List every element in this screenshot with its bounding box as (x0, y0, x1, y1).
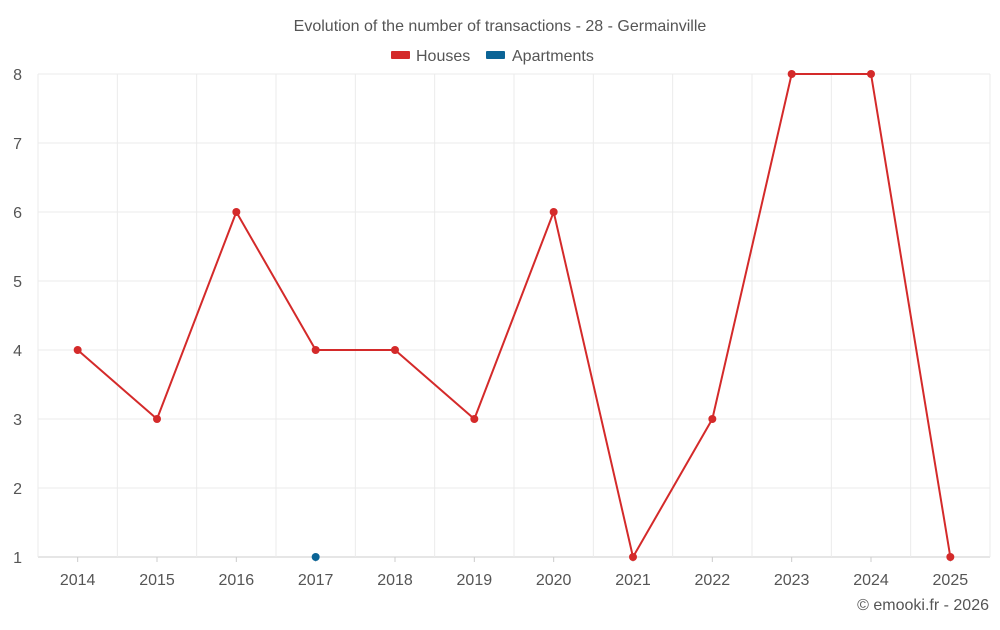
x-tick-label: 2015 (139, 572, 175, 589)
x-tick-label: 2025 (933, 572, 969, 589)
x-tick-label: 2017 (298, 572, 334, 589)
legend-label-apartments: Apartments (512, 48, 594, 65)
series (73, 70, 955, 561)
x-tick-label: 2022 (695, 572, 731, 589)
y-axis: 1 2 3 4 5 6 7 8 (13, 67, 22, 567)
legend-swatch-apartments (486, 51, 505, 59)
data-point-houses[interactable] (391, 346, 399, 354)
x-tick-label: 2020 (536, 572, 572, 589)
data-point-houses[interactable] (946, 553, 955, 561)
legend-swatch-houses (391, 51, 410, 59)
data-point-houses[interactable] (629, 553, 637, 561)
x-tick-label: 2016 (219, 572, 255, 589)
y-tick-label: 2 (13, 481, 22, 498)
legend-item-houses[interactable]: Houses (391, 48, 470, 65)
data-point-apartments[interactable] (311, 553, 320, 561)
y-tick-label: 1 (13, 550, 22, 567)
x-tick-label: 2023 (774, 572, 810, 589)
chart-title: Evolution of the number of transactions … (294, 18, 707, 35)
legend-item-apartments[interactable]: Apartments (486, 48, 594, 65)
series-line-houses (77, 73, 952, 558)
data-point-houses[interactable] (867, 70, 875, 78)
x-tick-label: 2021 (615, 572, 651, 589)
data-point-houses[interactable] (470, 415, 479, 423)
y-tick-label: 4 (13, 343, 22, 360)
x-tick-label: 2024 (853, 572, 889, 589)
y-tick-label: 8 (13, 67, 22, 84)
x-tick-label: 2019 (457, 572, 493, 589)
x-axis: 2014 2015 2016 2017 2018 2019 2020 2021 2022 2023… (60, 557, 968, 589)
legend-label-houses: Houses (416, 48, 470, 65)
copyright-text: © emooki.fr - 2026 (857, 597, 989, 614)
y-tick-label: 3 (13, 412, 22, 429)
y-tick-label: 7 (13, 136, 22, 153)
x-tick-label: 2014 (60, 572, 96, 589)
data-point-houses[interactable] (73, 346, 82, 354)
data-point-houses[interactable] (232, 208, 241, 216)
data-point-houses[interactable] (787, 70, 796, 78)
data-point-houses[interactable] (708, 415, 717, 423)
legend: Houses Apartments (391, 48, 594, 65)
x-tick-label: 2018 (377, 572, 413, 589)
data-point-houses[interactable] (153, 415, 161, 423)
grid (37, 73, 991, 558)
y-tick-label: 5 (13, 274, 22, 291)
data-point-houses[interactable] (549, 208, 558, 216)
y-tick-label: 6 (13, 205, 22, 222)
data-point-houses[interactable] (311, 346, 320, 354)
